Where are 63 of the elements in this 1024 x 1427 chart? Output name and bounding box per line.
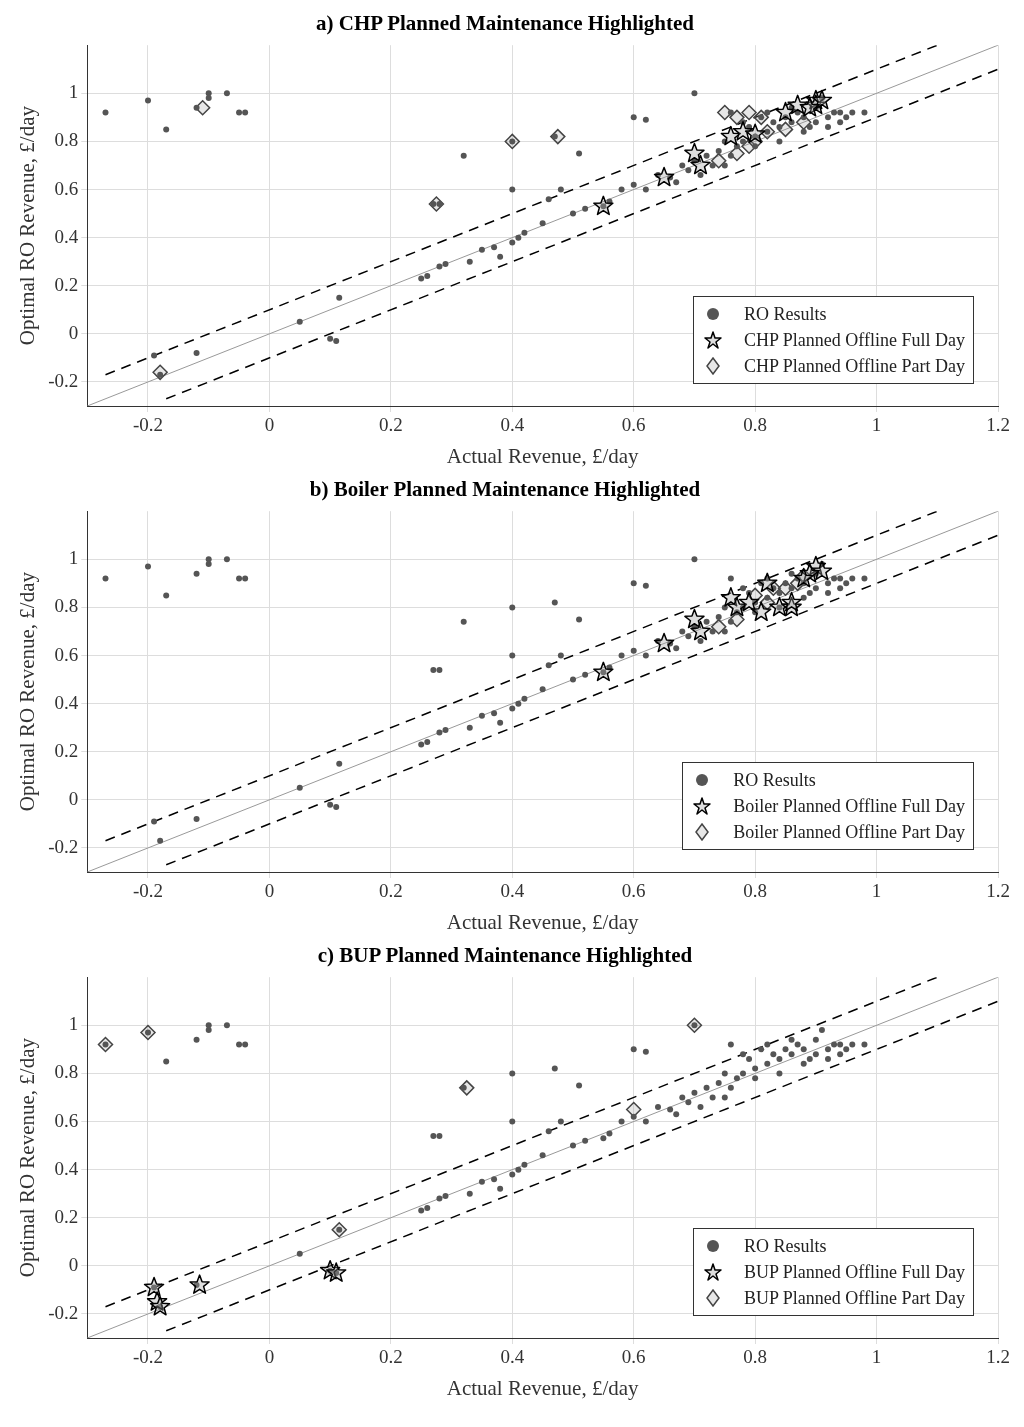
x-tick-label: 0.2 (378, 1346, 403, 1368)
y-tick-label: 1 (68, 81, 79, 103)
y-axis-title: Optimal RO Revenue, £/day (15, 1037, 40, 1278)
x-tick-label: 1.2 (986, 414, 1010, 436)
x-axis-title: Actual Revenue, £/day (446, 443, 640, 468)
legend-label: Boiler Planned Offline Full Day (733, 795, 965, 817)
x-tick-label: 0.8 (743, 414, 768, 436)
legend-label: RO Results (744, 303, 827, 325)
x-tick-label: 1.2 (986, 880, 1010, 902)
x-tick-label: 0 (264, 880, 275, 902)
legend-label: RO Results (733, 769, 816, 791)
y-axis-title: Optimal RO Revenue, £/day (15, 571, 40, 812)
y-tick-label: 0.4 (54, 225, 79, 247)
x-axis-title: Actual Revenue, £/day (446, 909, 640, 934)
y-tick-label: 0 (68, 787, 79, 809)
x-axis-title: Actual Revenue, £/day (446, 1375, 640, 1400)
y-tick-label: -0.2 (48, 369, 79, 391)
legend-label: BUP Planned Offline Full Day (744, 1261, 965, 1283)
x-tick-label: 1 (871, 414, 882, 436)
x-tick-label: -0.2 (132, 880, 164, 902)
x-tick-label: 1 (871, 1346, 882, 1368)
y-tick-label: 0.2 (54, 739, 79, 761)
x-tick-label: 0.8 (743, 880, 768, 902)
x-tick-label: 0.4 (500, 414, 525, 436)
y-tick-label: -0.2 (48, 835, 79, 857)
legend-label: CHP Planned Offline Full Day (744, 329, 965, 351)
legend-label: CHP Planned Offline Part Day (744, 355, 965, 377)
x-tick-label: 0.2 (378, 880, 403, 902)
chart-title: a) CHP Planned Maintenance Highlighted (315, 11, 695, 36)
y-tick-label: -0.2 (48, 1301, 79, 1323)
x-tick-label: 1 (871, 880, 882, 902)
x-tick-label: 0.4 (500, 1346, 525, 1368)
x-tick-label: 0.4 (500, 880, 525, 902)
chart-title: b) Boiler Planned Maintenance Highlighted (309, 477, 701, 502)
y-tick-label: 0.4 (54, 1157, 79, 1179)
y-tick-label: 0.6 (54, 643, 79, 665)
y-tick-label: 0.8 (54, 129, 79, 151)
y-axis-title: Optimal RO Revenue, £/day (15, 105, 40, 346)
y-tick-label: 0.2 (54, 1205, 79, 1227)
x-tick-label: 1.2 (986, 1346, 1010, 1368)
y-tick-label: 0.6 (54, 1109, 79, 1131)
x-tick-label: 0.8 (743, 1346, 768, 1368)
y-tick-label: 0 (68, 321, 79, 343)
y-tick-label: 0 (68, 1253, 79, 1275)
y-tick-label: 1 (68, 1013, 79, 1035)
x-tick-label: 0.6 (621, 880, 646, 902)
y-tick-label: 1 (68, 547, 79, 569)
legend-label: RO Results (744, 1235, 827, 1257)
y-tick-label: 0.6 (54, 177, 79, 199)
x-tick-label: 0.2 (378, 414, 403, 436)
y-tick-label: 0.2 (54, 273, 79, 295)
legend-label: Boiler Planned Offline Part Day (733, 821, 965, 843)
x-tick-label: -0.2 (132, 1346, 164, 1368)
y-tick-label: 0.8 (54, 1061, 79, 1083)
y-tick-label: 0.4 (54, 691, 79, 713)
x-tick-label: -0.2 (132, 414, 164, 436)
x-tick-label: 0 (264, 1346, 275, 1368)
x-tick-label: 0.6 (621, 414, 646, 436)
y-tick-label: 0.8 (54, 595, 79, 617)
x-tick-label: 0.6 (621, 1346, 646, 1368)
x-tick-label: 0 (264, 414, 275, 436)
chart-title: c) BUP Planned Maintenance Highlighted (317, 943, 693, 968)
legend-label: BUP Planned Offline Part Day (744, 1287, 965, 1309)
